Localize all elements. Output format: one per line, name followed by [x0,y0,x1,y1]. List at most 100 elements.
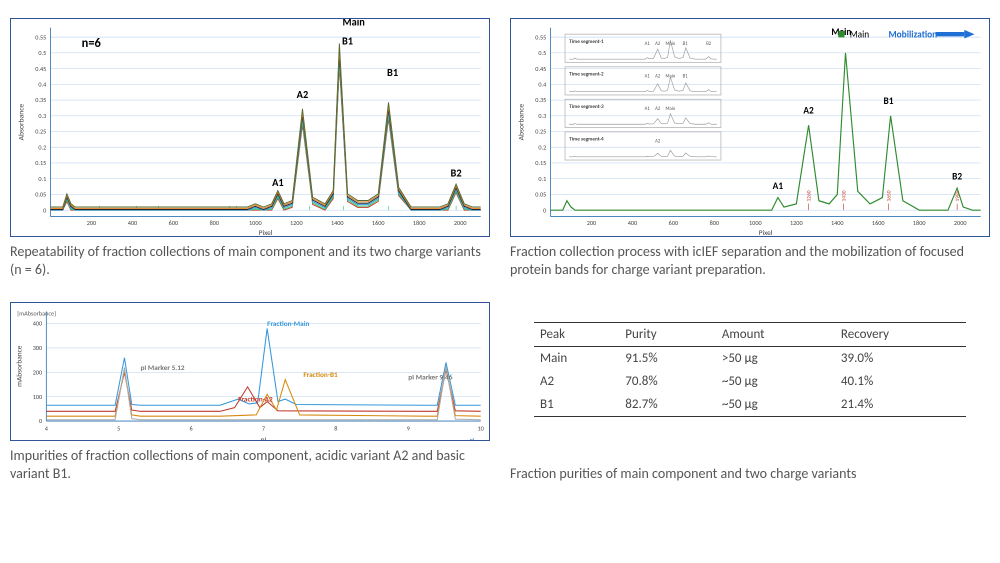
svg-text:0.55: 0.55 [35,33,46,41]
svg-text:A1: A1 [645,74,651,80]
svg-text:9: 9 [407,424,410,432]
svg-text:Mobilization: Mobilization [889,28,938,40]
svg-text:B2: B2 [706,41,711,47]
svg-text:0.15: 0.15 [535,159,546,167]
svg-text:1200: 1200 [290,219,303,227]
svg-text:A2: A2 [803,104,814,116]
figure-grid: 00.050.10.150.20.250.30.350.40.450.50.55… [0,0,1000,492]
svg-text:1600: 1600 [872,219,885,227]
svg-text:5: 5 [117,424,120,432]
chart-2-box: 00.050.10.150.20.250.30.350.40.450.50.55… [510,18,990,237]
caption-3: Impurities of fraction collections of ma… [10,447,490,482]
table-row: A270.8%~50 µg40.1% [534,370,966,393]
svg-text:Time segment-2: Time segment-2 [569,71,604,77]
svg-text:1400: 1400 [331,219,344,227]
svg-text:400: 400 [33,320,43,328]
svg-text:B1: B1 [884,95,894,107]
svg-text:0.3: 0.3 [538,112,546,120]
chart-2-svg: 00.050.10.150.20.250.30.350.40.450.50.55… [511,19,989,236]
svg-text:0: 0 [43,206,47,214]
chart-1-box: 00.050.10.150.20.250.30.350.40.450.50.55… [10,18,490,237]
caption-2: Fraction collection process with icIEF s… [510,243,990,278]
svg-text:100: 100 [33,393,43,401]
svg-text:Fraction-Main: Fraction-Main [267,319,309,328]
table-header: Purity [619,323,716,347]
svg-text:0.5: 0.5 [38,49,46,57]
svg-text:pI: pI [261,435,267,440]
svg-text:0.45: 0.45 [35,65,46,73]
svg-text:0.35: 0.35 [35,96,46,104]
svg-text:0.1: 0.1 [538,175,546,183]
svg-text:0.4: 0.4 [38,80,47,88]
svg-text:A1: A1 [773,180,784,192]
caption-4: Fraction purities of main component and … [510,465,990,483]
svg-text:B1: B1 [683,74,688,80]
svg-text:0: 0 [543,206,547,214]
svg-text:0.4: 0.4 [538,80,547,88]
purity-table: PeakPurityAmountRecoveryMain91.5%>50 µg3… [534,322,966,417]
panel-4: PeakPurityAmountRecoveryMain91.5%>50 µg3… [510,302,990,482]
svg-text:A1: A1 [645,41,651,47]
svg-text:0.5: 0.5 [538,49,546,57]
svg-text:200: 200 [87,219,97,227]
svg-text:4: 4 [45,424,49,432]
svg-text:Time segment-3: Time segment-3 [569,104,604,110]
svg-text:A2: A2 [655,139,661,145]
svg-text:300: 300 [33,344,43,352]
svg-text:A2: A2 [297,88,309,101]
svg-text:Time segment-1: Time segment-1 [569,39,604,45]
svg-text:pI Marker 9.46: pI Marker 9.46 [408,373,452,382]
svg-text:Main: Main [343,19,366,29]
svg-text:2000: 2000 [954,219,967,227]
svg-text:1800: 1800 [913,219,926,227]
svg-text:pI Marker 5.12: pI Marker 5.12 [140,363,184,372]
svg-text:200: 200 [33,368,43,376]
svg-text:A1: A1 [645,106,651,112]
svg-text:1800: 1800 [413,219,426,227]
table-row: Main91.5%>50 µg39.0% [534,347,966,371]
svg-text:0.2: 0.2 [538,143,546,151]
svg-text:0.05: 0.05 [35,190,46,198]
svg-text:0.25: 0.25 [535,128,546,136]
svg-text:mAbsorbance: mAbsorbance [14,345,23,387]
svg-text:B1: B1 [387,66,398,79]
svg-text:200: 200 [587,219,597,227]
svg-text:B1: B1 [342,34,353,47]
table-header: Amount [716,323,835,347]
svg-text:10: 10 [478,424,485,432]
svg-text:Pixel: Pixel [259,228,273,236]
svg-text:A2: A2 [655,41,661,47]
chart-3-box: 010020030040045678910pImAbsorbancepI Mar… [10,302,490,441]
table-header: Peak [534,323,619,347]
svg-text:Time segment-4: Time segment-4 [569,136,604,142]
panel-2: 00.050.10.150.20.250.30.350.40.450.50.55… [510,18,990,278]
svg-text:400: 400 [628,219,638,227]
svg-text:0.2: 0.2 [38,143,46,151]
svg-text:1430: 1430 [842,190,848,201]
svg-text:1200: 1200 [790,219,803,227]
svg-text:B2: B2 [952,170,962,182]
svg-text:1000: 1000 [249,219,262,227]
svg-text:1400: 1400 [831,219,844,227]
table-row: B182.7%~50 µg21.4% [534,393,966,417]
svg-text:1600: 1600 [372,219,385,227]
svg-text:1985: 1985 [955,190,961,201]
svg-text:Fraction-A2: Fraction-A2 [238,394,273,403]
svg-text:400: 400 [128,219,138,227]
svg-text:0.25: 0.25 [35,128,46,136]
svg-text:A1: A1 [272,176,284,189]
svg-text:0.3: 0.3 [38,112,46,120]
svg-text:Fraction-B1: Fraction-B1 [303,370,338,379]
panel-1: 00.050.10.150.20.250.30.350.40.450.50.55… [10,18,490,278]
svg-text:A2: A2 [655,106,661,112]
svg-text:7: 7 [262,424,265,432]
table-header: Recovery [835,323,966,347]
svg-text:0.15: 0.15 [35,159,46,167]
svg-text:600: 600 [669,219,679,227]
svg-text:Absorbance: Absorbance [17,104,26,141]
svg-text:800: 800 [210,219,220,227]
svg-text:0.55: 0.55 [535,33,546,41]
svg-text:0.05: 0.05 [535,190,546,198]
panel-3: 010020030040045678910pImAbsorbancepI Mar… [10,302,490,482]
caption-1: Repeatability of fraction collections of… [10,243,490,278]
